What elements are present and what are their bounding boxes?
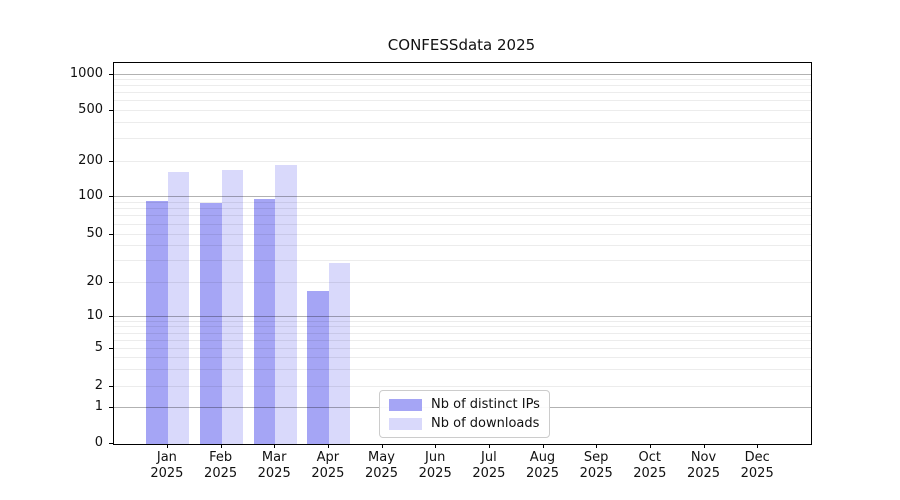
y-tick-mark [109,443,113,444]
grid-line-minor [114,79,811,80]
bar-downloads [275,164,297,444]
x-tick-mark [542,444,544,448]
legend-swatch-downloads [389,417,422,430]
x-tick-mark [649,444,651,448]
x-tick-mark [327,444,329,448]
bar-downloads [167,171,190,444]
x-tick-label: Sep 2025 [579,450,613,481]
y-tick-mark [109,161,113,162]
y-tick-label: 100 [78,188,103,203]
legend-item-distinct-ips: Nb of distinct IPs [389,397,540,412]
y-tick-label: 5 [94,340,103,355]
y-tick-label: 500 [78,102,103,117]
y-tick-mark [109,196,113,197]
chart-title: CONFESSdata 2025 [387,36,536,54]
grid-line-minor [114,92,811,94]
bar-distinct-ips [146,200,168,444]
x-tick-label: Feb 2025 [204,450,238,481]
x-tick-label: Oct 2025 [633,450,667,481]
y-tick-label: 10 [86,308,103,323]
bar-downloads [221,170,244,444]
x-tick-label: Jan 2025 [150,450,184,481]
y-tick-label: 20 [86,273,103,289]
y-tick-mark [109,348,113,349]
x-tick-mark [435,444,437,448]
x-tick-label: Nov 2025 [686,450,721,481]
y-tick-label: 1000 [69,65,103,81]
grid-line-minor [114,122,811,124]
grid-line-major [114,73,811,75]
x-tick-label: Jun 2025 [418,450,452,481]
grid-line-minor [114,161,811,162]
bar-distinct-ips [253,198,276,444]
y-tick-label: 1 [94,398,103,414]
grid-line-major [114,196,811,197]
x-tick-label: Aug 2025 [525,450,560,481]
y-tick-mark [109,110,113,111]
grid-line-minor [114,138,811,140]
x-tick-mark [488,444,490,448]
x-tick-mark [274,444,276,448]
legend-item-downloads: Nb of downloads [389,416,540,431]
plot-area [113,62,812,445]
x-tick-label: Apr 2025 [311,450,345,481]
bar-distinct-ips [307,290,329,444]
grid-line-minor [114,110,811,111]
legend-label-distinct-ips: Nb of distinct IPs [431,397,540,412]
x-tick-mark [703,444,705,448]
grid-line-minor [114,85,811,87]
y-tick-mark [109,281,113,283]
grid-line-minor [114,100,811,102]
y-tick-label: 50 [86,225,103,241]
y-tick-mark [109,406,113,408]
bar-downloads [328,263,351,444]
x-tick-mark [596,444,598,448]
y-tick-label: 2 [94,378,103,393]
x-tick-mark [220,444,222,448]
y-tick-mark [109,386,113,387]
x-tick-label: Mar 2025 [257,450,291,481]
legend-label-downloads: Nb of downloads [431,416,540,431]
y-tick-label: 0 [94,435,103,450]
x-tick-label: May 2025 [364,450,399,481]
x-tick-mark [381,444,383,448]
x-tick-label: Dec 2025 [740,450,774,481]
x-tick-mark [757,444,759,448]
y-tick-mark [109,233,113,235]
y-tick-mark [109,73,113,75]
x-tick-mark [166,444,168,448]
x-tick-label: Jul 2025 [472,450,506,481]
y-tick-mark [109,316,113,317]
y-tick-label: 200 [78,153,103,168]
legend-swatch-distinct-ips [389,398,422,411]
bar-distinct-ips [200,202,222,444]
legend: Nb of distinct IPs Nb of downloads [379,390,550,438]
